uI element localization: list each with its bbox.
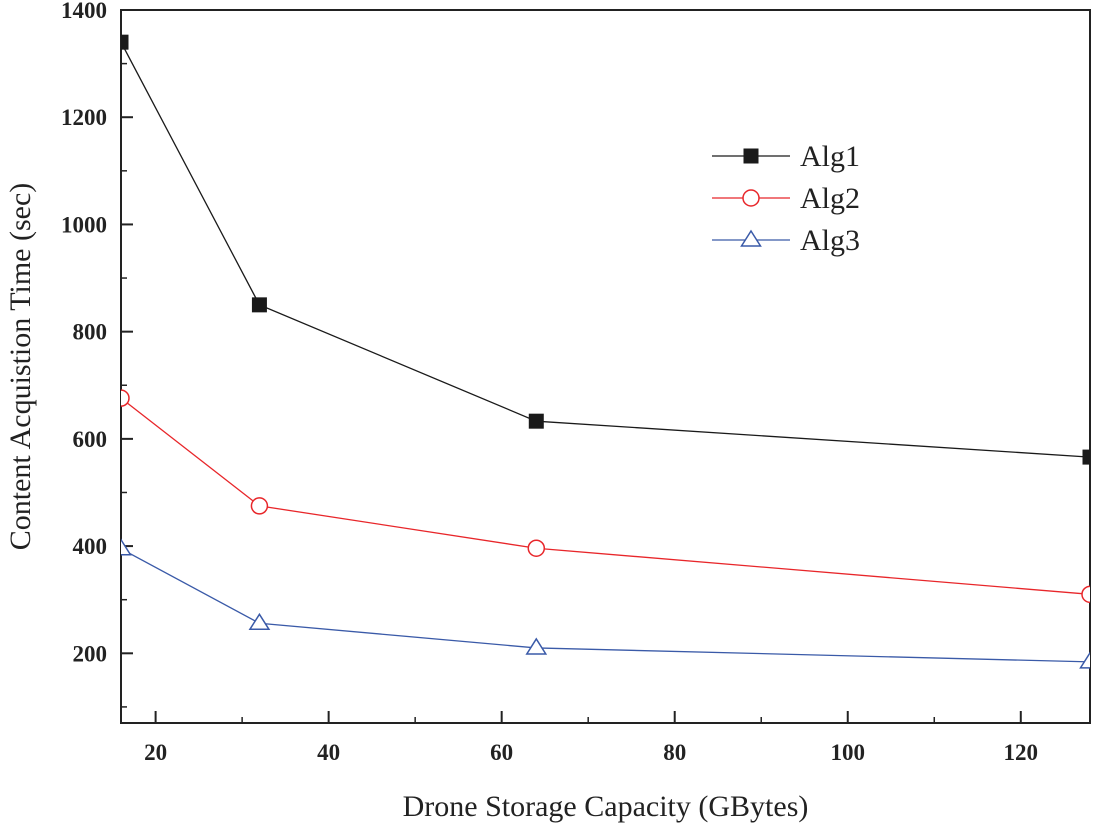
legend-marker-alg1 <box>743 148 759 164</box>
plot-frame <box>120 9 1091 724</box>
y-tick-label: 400 <box>73 534 108 559</box>
y-tick-label: 600 <box>73 427 108 452</box>
data-point-alg1 <box>1082 449 1090 465</box>
x-tick-label: 40 <box>317 740 340 765</box>
x-tick-label: 60 <box>490 740 513 765</box>
legend-marker-alg2 <box>742 189 760 207</box>
series-line-alg2 <box>121 397 1090 595</box>
data-point-alg2 <box>527 539 546 557</box>
x-tick-label: 120 <box>1004 740 1039 765</box>
legend-label-alg2: Alg2 <box>800 182 860 215</box>
data-point-alg1 <box>251 297 267 313</box>
data-point-alg3 <box>121 538 132 556</box>
data-point-alg2 <box>250 497 269 515</box>
series-line-alg1 <box>121 41 1090 458</box>
axes: 20 40 60 80 100 120 200 400 600 800 1000 1200 1400 <box>61 0 1091 765</box>
series-alg1 <box>121 34 1090 465</box>
legend-label-alg3: Alg3 <box>800 224 860 257</box>
legend-label-alg1: Alg1 <box>800 140 860 173</box>
legend-item-alg1: Alg1 <box>712 140 860 173</box>
x-axis-title: Drone Storage Capacity (GBytes) <box>403 790 809 823</box>
data-point-alg3 <box>525 637 548 655</box>
series-alg3 <box>121 538 1090 669</box>
y-tick-label: 1000 <box>61 212 107 237</box>
y-axis-title: Content Acquistion Time (sec) <box>4 183 37 551</box>
data-point-alg3 <box>248 612 271 631</box>
data-point-alg2 <box>1081 585 1090 604</box>
y-tick-label: 1400 <box>61 0 107 23</box>
x-tick-label: 20 <box>144 740 167 765</box>
legend-item-alg2: Alg2 <box>712 182 860 215</box>
data-point-alg3 <box>1079 651 1090 669</box>
y-tick-label: 1200 <box>61 105 107 130</box>
legend: Alg1 Alg2 Alg3 <box>712 140 860 257</box>
data-point-alg1 <box>121 34 129 50</box>
x-tick-label: 80 <box>663 740 686 765</box>
y-tick-label: 800 <box>73 320 108 345</box>
data-point-alg2 <box>121 389 130 407</box>
data-point-alg1 <box>528 413 544 429</box>
legend-marker-alg3 <box>740 229 762 247</box>
series-layer <box>121 34 1090 669</box>
y-tick-label: 200 <box>73 641 108 666</box>
series-alg2 <box>121 389 1090 604</box>
x-tick-label: 100 <box>831 740 866 765</box>
series-line-alg3 <box>121 548 1090 663</box>
legend-item-alg3: Alg3 <box>712 224 860 257</box>
